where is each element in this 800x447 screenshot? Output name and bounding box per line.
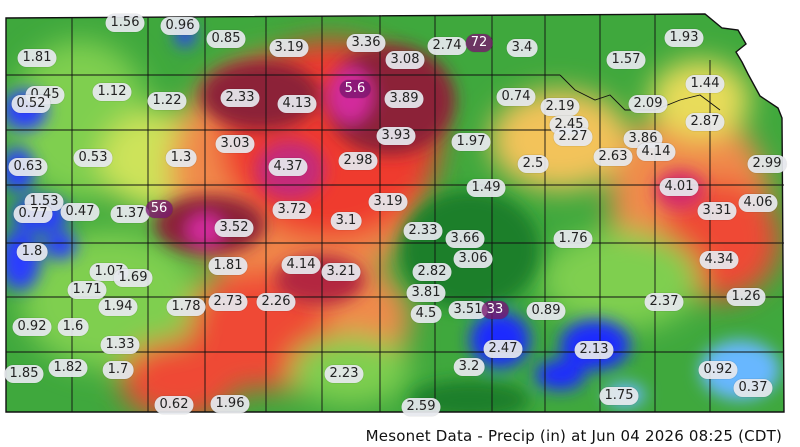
station-value: 0.89 (526, 302, 566, 320)
station-value: 2.5 (517, 155, 549, 173)
station-value: 2.73 (208, 293, 248, 311)
station-value: 2.23 (324, 365, 364, 383)
station-value: 2.19 (540, 98, 580, 116)
station-value: 1.69 (113, 269, 153, 287)
station-value: 1.56 (105, 14, 145, 32)
station-value: 2.13 (574, 341, 614, 359)
station-value: 1.97 (451, 133, 491, 151)
station-value: 56 (145, 200, 173, 218)
station-value: 2.63 (593, 148, 633, 166)
station-value: 3.72 (272, 201, 312, 219)
station-value: 1.57 (606, 51, 646, 69)
station-value: 3.51 (448, 301, 488, 319)
station-value: 2.74 (427, 37, 467, 55)
station-value: 1.76 (553, 230, 593, 248)
station-value: 1.82 (48, 359, 88, 377)
station-value: 2.47 (483, 340, 523, 358)
station-value: 0.52 (11, 95, 51, 113)
station-value: 1.6 (57, 318, 89, 336)
station-value: 2.37 (644, 293, 684, 311)
station-value: 3.2 (453, 358, 485, 376)
station-value: 1.37 (110, 205, 150, 223)
station-value: 0.96 (160, 17, 200, 35)
station-value: 1.44 (685, 75, 725, 93)
station-value: 1.94 (98, 298, 138, 316)
station-value: 1.75 (599, 387, 639, 405)
station-value: 0.85 (206, 30, 246, 48)
station-value: 1.78 (166, 298, 206, 316)
station-value: 3.86 (623, 130, 663, 148)
station-value: 1.81 (208, 257, 248, 275)
station-value: 0.63 (8, 158, 48, 176)
station-value: 4.5 (410, 305, 442, 323)
state-boundary (5, 13, 785, 413)
station-value: 1.12 (92, 83, 132, 101)
station-value: 1.93 (664, 29, 704, 47)
station-value: 4.13 (277, 95, 317, 113)
station-value: 2.26 (256, 293, 296, 311)
station-value: 3.19 (368, 193, 408, 211)
station-value: 2.09 (628, 95, 668, 113)
station-value: 1.22 (147, 92, 187, 110)
station-value: 2.82 (412, 263, 452, 281)
station-value: 3.1 (330, 212, 362, 230)
station-value: 72 (465, 34, 493, 52)
station-value: 3.4 (506, 39, 538, 57)
station-value: 4.06 (738, 194, 778, 212)
station-value: 3.08 (385, 51, 425, 69)
station-value: 1.81 (17, 49, 57, 67)
station-value: 4.37 (268, 158, 308, 176)
station-value: 3.36 (346, 34, 386, 52)
station-value: 2.33 (403, 222, 443, 240)
station-value: 0.92 (12, 318, 52, 336)
station-value: 5.6 (339, 80, 371, 98)
station-value: 3.21 (321, 263, 361, 281)
station-value: 3.81 (406, 284, 446, 302)
station-value: 2.99 (747, 155, 787, 173)
station-value: 2.33 (220, 89, 260, 107)
station-value: 1.26 (726, 288, 766, 306)
station-value: 3.19 (269, 39, 309, 57)
station-value: 2.59 (401, 398, 441, 416)
station-value: 1.71 (67, 281, 107, 299)
station-value: 4.14 (636, 143, 676, 161)
station-value: 3.03 (215, 135, 255, 153)
station-value: 1.49 (466, 179, 506, 197)
station-value: 3.06 (453, 250, 493, 268)
station-value: 1.8 (16, 243, 48, 261)
station-value: 1.7 (102, 361, 134, 379)
station-value: 2.98 (338, 152, 378, 170)
station-value: 4.01 (659, 178, 699, 196)
station-value: 3.66 (445, 230, 485, 248)
station-value: 4.34 (699, 251, 739, 269)
station-value: 1.3 (165, 149, 197, 167)
station-value: 2.87 (685, 113, 725, 131)
station-value: 0.47 (60, 203, 100, 221)
station-value: 1.96 (210, 395, 250, 413)
map-caption: Mesonet Data - Precip (in) at Jun 04 202… (361, 427, 782, 445)
station-value: 0.92 (698, 361, 738, 379)
station-value: 2.27 (553, 128, 593, 146)
station-value: 3.89 (384, 90, 424, 108)
station-value: 1.33 (100, 336, 140, 354)
station-value: 0.62 (154, 396, 194, 414)
station-value: 3.93 (376, 127, 416, 145)
station-value: 0.37 (733, 379, 773, 397)
station-value: 1.85 (4, 365, 44, 383)
station-value: 3.31 (697, 202, 737, 220)
station-value: 4.14 (281, 256, 321, 274)
station-value: 0.53 (73, 149, 113, 167)
station-value: 0.74 (496, 88, 536, 106)
station-value: 3.52 (214, 219, 254, 237)
station-value: 33 (481, 301, 509, 319)
station-value: 0.77 (13, 205, 53, 223)
